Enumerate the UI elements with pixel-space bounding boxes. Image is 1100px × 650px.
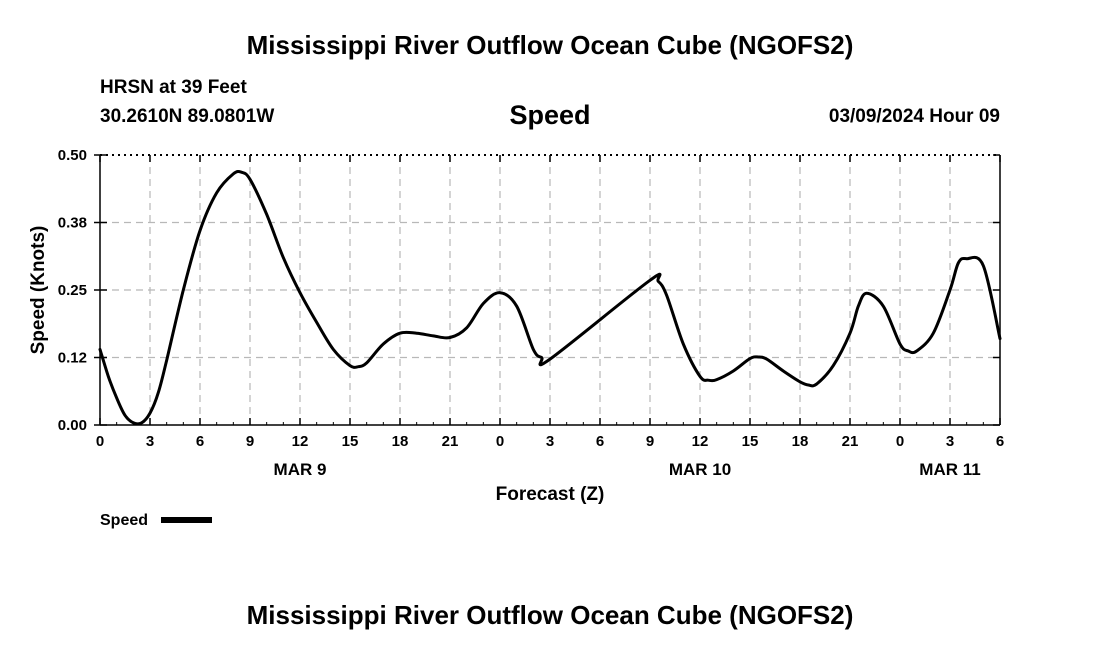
series-line-speed	[98, 169, 1002, 426]
x-tick-label: 9	[246, 433, 254, 450]
x-tick-label: 21	[842, 433, 859, 450]
chart-title: Speed	[509, 100, 591, 130]
y-tick-label: 0.12	[58, 350, 87, 367]
x-tick-label: 6	[596, 433, 604, 450]
y-tick-label: 0.00	[58, 417, 87, 434]
x-axis-label: Forecast (Z)	[496, 484, 605, 505]
x-tick-label: 0	[896, 433, 904, 450]
y-axis-label: Speed (Knots)	[28, 226, 49, 355]
forecast-datetime: 03/09/2024 Hour 09	[828, 106, 1000, 127]
x-tick-label: 6	[196, 433, 204, 450]
station-label: HRSN at 39 Feet	[100, 77, 247, 98]
x-tick-label: 9	[646, 433, 654, 450]
y-tick-label: 0.50	[58, 147, 87, 164]
x-tick-label: 0	[496, 433, 504, 450]
legend-entry-speed-swatch	[161, 517, 212, 523]
y-tick-label: 0.38	[58, 215, 87, 232]
x-tick-label: 3	[146, 433, 154, 450]
legend: Speed	[100, 512, 212, 529]
x-tick-label: 3	[546, 433, 554, 450]
x-tick-label: 15	[742, 433, 759, 450]
legend-entry-speed-label: Speed	[100, 512, 148, 529]
main-title: Mississippi River Outflow Ocean Cube (NG…	[246, 30, 854, 60]
x-tick-label: 6	[996, 433, 1004, 450]
grid-lines	[100, 155, 1000, 425]
x-tick-label: 12	[292, 433, 309, 450]
series-layer	[98, 169, 1002, 426]
x-tick-label: 18	[792, 433, 809, 450]
tick-labels: 0 3 6 9 12 15 18 21 0 3 6 9 12 15 18 21 0 3 6 0.00 0.12 0.25 0…	[58, 147, 1004, 479]
x-date-label: MAR 10	[669, 460, 731, 479]
x-tick-label: 15	[342, 433, 359, 450]
x-tick-label: 21	[442, 433, 459, 450]
station-coordinates: 30.2610N 89.0801W	[100, 106, 275, 127]
tick-marks	[94, 154, 1001, 426]
y-tick-label: 0.25	[58, 282, 87, 299]
x-tick-label: 12	[692, 433, 709, 450]
x-tick-label: 0	[96, 433, 104, 450]
x-tick-label: 3	[946, 433, 954, 450]
x-tick-label: 18	[392, 433, 409, 450]
footer-title: Mississippi River Outflow Ocean Cube (NG…	[246, 600, 854, 630]
x-date-label: MAR 11	[919, 460, 980, 479]
x-date-label: MAR 9	[274, 460, 327, 479]
